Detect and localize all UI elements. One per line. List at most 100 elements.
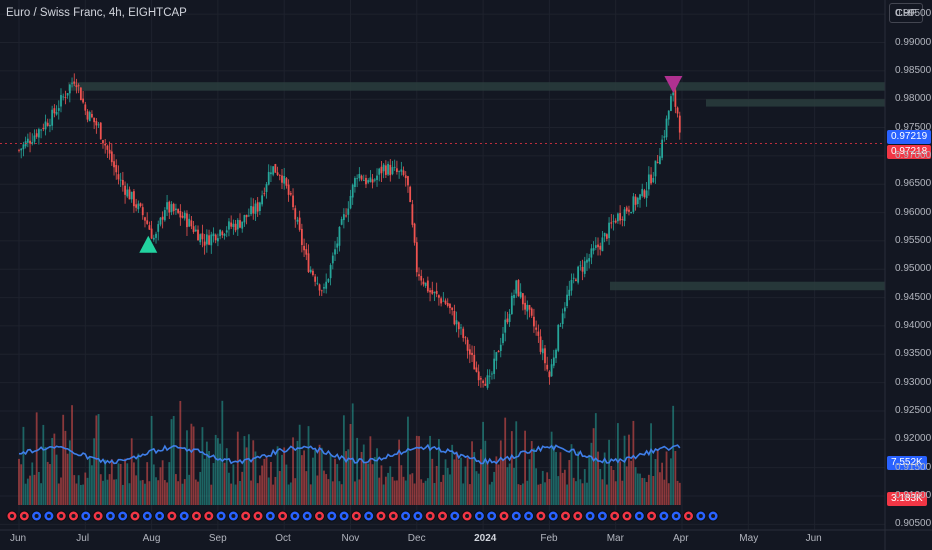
candle-body [77, 85, 80, 87]
candle-body [137, 203, 140, 210]
candle-body [563, 307, 566, 312]
volume-bar [566, 484, 568, 505]
volume-bar [517, 484, 520, 505]
candle-body [477, 371, 480, 381]
candle-body [592, 248, 595, 251]
candle-body [331, 255, 334, 264]
candle-body [391, 167, 394, 175]
candle-body [617, 213, 619, 222]
volume-bar [389, 466, 392, 505]
signal-dot-core [206, 514, 211, 518]
signal-dot-core [219, 514, 224, 518]
volume-bar [552, 445, 555, 505]
volume-bar [22, 426, 25, 505]
candle-body [219, 229, 222, 237]
candle-body [398, 171, 401, 173]
volume-bar [349, 423, 352, 505]
candle-body [466, 339, 469, 351]
volume-bar [199, 471, 202, 505]
volume-bar [139, 480, 142, 505]
volume-bar [672, 405, 675, 505]
candle-body [312, 270, 314, 276]
candle-body [601, 237, 604, 252]
y-tick-label: 0.94500 [895, 291, 932, 303]
candle-body [566, 294, 568, 307]
volume-bar [93, 438, 96, 505]
x-tick-label: 2024 [474, 533, 497, 544]
candle-body [135, 204, 138, 208]
volume-bar [51, 437, 54, 505]
candle-body [619, 213, 622, 221]
volume-bar [557, 476, 560, 505]
candle-body [656, 162, 659, 163]
volume-bar [541, 470, 544, 505]
candle-body [172, 203, 175, 212]
x-tick-label: Oct [275, 533, 291, 544]
volume-bar [451, 444, 454, 505]
candle-body [22, 144, 25, 150]
volume-bar [393, 480, 396, 505]
volume-bar [190, 423, 193, 505]
candle-body [292, 195, 294, 208]
candle-body [594, 245, 597, 248]
volume-bar [197, 481, 199, 505]
candle-body [579, 265, 582, 267]
volume-bar [387, 472, 389, 505]
volume-bar [281, 454, 283, 505]
candle-body [513, 294, 515, 299]
volume-bar [60, 477, 62, 505]
candle-body [426, 280, 429, 292]
volume-bar [521, 483, 524, 505]
volume-bar [82, 484, 84, 505]
volume-bar [491, 481, 493, 505]
volume-bar [68, 440, 71, 505]
volume-bar [305, 471, 308, 505]
candle-body [347, 208, 350, 215]
currency-button[interactable]: CHF [889, 3, 923, 23]
volume-bar [239, 480, 241, 505]
candle-body [199, 234, 202, 243]
volume-bar [652, 476, 655, 505]
candle-body [217, 238, 219, 242]
candle-body [115, 165, 118, 173]
volume-bar [334, 458, 336, 505]
signal-dot-core [686, 514, 691, 518]
candle-body [568, 289, 571, 296]
candle-body [340, 219, 343, 225]
signal-dot-core [612, 514, 617, 518]
volume-bar [418, 436, 420, 505]
volume-bar [161, 460, 164, 505]
candle-body [424, 282, 427, 286]
candle-body [674, 90, 677, 107]
volume-bar [84, 472, 87, 505]
candle-body [639, 194, 641, 200]
volume-bar [678, 482, 681, 505]
volume-bar [524, 430, 526, 505]
volume-bar [75, 483, 78, 505]
candle-body [577, 266, 580, 283]
candle-body [93, 117, 96, 123]
volume-bar [384, 476, 387, 505]
volume-bar [46, 461, 49, 505]
candle-body [678, 115, 681, 133]
signal-dot-core [46, 514, 51, 518]
candle-body [192, 226, 195, 232]
y-tick-label: 0.95500 [895, 234, 932, 246]
volume-bar [137, 453, 140, 505]
candle-body [382, 164, 385, 172]
volume-bar [661, 462, 664, 505]
candle-body [325, 281, 328, 289]
candle-body [62, 96, 65, 98]
candle-body [323, 287, 325, 289]
volume-bar [588, 454, 591, 505]
volume-bar [409, 474, 412, 505]
volume-bar [272, 484, 275, 505]
volume-bar [513, 467, 515, 505]
candle-body [482, 380, 484, 384]
candle-body [133, 191, 135, 207]
signal-dot-core [71, 514, 76, 518]
candle-body [232, 223, 235, 227]
candle-body [64, 97, 67, 98]
